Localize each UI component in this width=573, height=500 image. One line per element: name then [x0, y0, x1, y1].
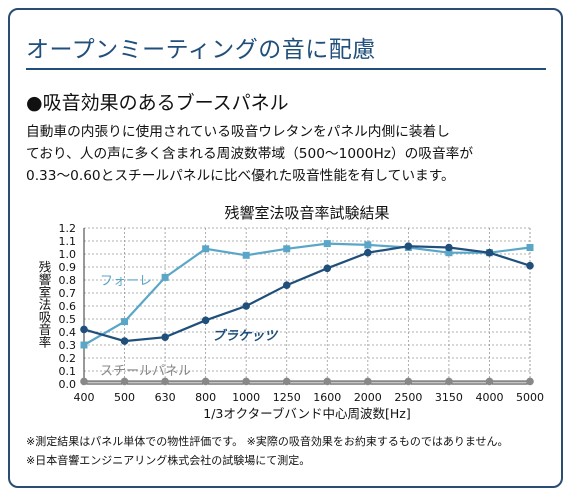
data-point — [526, 261, 534, 270]
footnote: ※日本音響エンジニアリング株式会社の試験場にて測定。 — [26, 454, 311, 467]
x-tick-label: 4000 — [475, 391, 503, 404]
data-point — [161, 333, 169, 342]
data-point — [364, 248, 372, 257]
data-point — [445, 377, 453, 386]
data-point — [404, 242, 413, 250]
series-label: フォーレ — [100, 274, 152, 289]
data-point — [282, 281, 291, 290]
data-point — [80, 325, 88, 334]
x-tick-label: 500 — [114, 391, 135, 404]
data-point — [201, 316, 210, 325]
chart-title: 残響室法吸音率試験結果 — [224, 204, 389, 222]
footnotes: ※測定結果はパネル単体での物性評価です。 ※実際の吸音効果をお約束するものではあ… — [26, 432, 509, 470]
y-tick-label: 1.2 — [59, 222, 77, 235]
x-tick-label: 5000 — [516, 391, 544, 404]
data-point — [282, 377, 291, 386]
data-point — [364, 377, 372, 386]
y-tick-label: 1.0 — [59, 248, 77, 261]
page-title: オープンミーティングの音に配慮 — [26, 37, 376, 63]
data-point — [364, 241, 372, 249]
data-point — [242, 302, 250, 310]
data-point — [404, 377, 413, 386]
x-tick-label: 800 — [195, 391, 216, 404]
data-point — [485, 377, 494, 386]
y-tick-label: 0.6 — [59, 300, 77, 313]
series-label: スチールパネル — [100, 364, 191, 379]
y-tick-label: 0.7 — [59, 287, 77, 300]
series-label: ブラケッツ — [212, 328, 279, 344]
x-tick-label: 2000 — [354, 391, 382, 404]
x-tick-label: 1250 — [273, 391, 301, 404]
description-paragraph: 自動車の内張りに使用されている吸音ウレタンをパネル内側に装着し ており、人の声に… — [26, 121, 558, 187]
data-point — [283, 245, 291, 253]
data-point — [323, 240, 331, 248]
paragraph-line: 自動車の内張りに使用されている吸音ウレタンをパネル内側に装着し — [26, 124, 450, 140]
y-tick-label: 0.4 — [59, 326, 77, 339]
data-point — [526, 244, 534, 251]
data-point — [323, 377, 332, 386]
series-line — [83, 245, 531, 343]
data-point — [161, 377, 169, 386]
data-point — [242, 377, 250, 386]
x-tick-label: 3150 — [435, 391, 463, 404]
y-tick-label: 0.1 — [59, 365, 77, 378]
paragraph-line: ており、人の声に多く含まれる周波数帯域（500〜1000Hz）の吸音率が — [26, 146, 474, 162]
x-axis-label: 1/3オクターブバンド中心周波数[Hz] — [203, 406, 410, 421]
data-point — [445, 243, 453, 252]
title-divider — [26, 68, 546, 70]
data-point — [120, 337, 129, 345]
x-tick-label: 1600 — [313, 391, 341, 404]
y-tick-label: 0.0 — [59, 378, 77, 391]
data-point — [80, 341, 88, 349]
data-point — [526, 377, 534, 386]
y-tick-label: 0.9 — [59, 261, 77, 274]
data-point — [80, 377, 88, 386]
footnote: ※測定結果はパネル単体での物性評価です。 ※実際の吸音効果をお約束するものではあ… — [26, 435, 509, 448]
y-tick-label: 0.5 — [59, 313, 77, 326]
data-point — [445, 249, 453, 257]
series-line — [83, 242, 531, 346]
section-heading: ●吸音効果のあるブースパネル — [26, 92, 289, 114]
x-tick-label: 2500 — [394, 391, 422, 404]
data-point — [242, 251, 250, 259]
x-tick-label: 1000 — [232, 391, 260, 404]
y-tick-label: 1.1 — [59, 235, 77, 248]
y-tick-label: 0.3 — [59, 339, 77, 352]
y-tick-label: 0.8 — [59, 274, 77, 287]
x-tick-label: 400 — [74, 391, 95, 404]
data-point — [120, 377, 129, 386]
data-point — [202, 245, 210, 253]
y-axis-label: 残響室法吸音率 — [37, 260, 52, 348]
data-point — [161, 273, 169, 281]
paragraph-line: 0.33〜0.60とスチールパネルに比べ優れた吸音性能を有しています。 — [26, 168, 455, 184]
data-point — [323, 264, 332, 273]
y-tick-label: 0.2 — [59, 352, 77, 365]
data-point — [201, 377, 210, 386]
data-point — [121, 318, 129, 326]
x-tick-label: 630 — [155, 391, 176, 404]
data-point — [485, 248, 494, 257]
